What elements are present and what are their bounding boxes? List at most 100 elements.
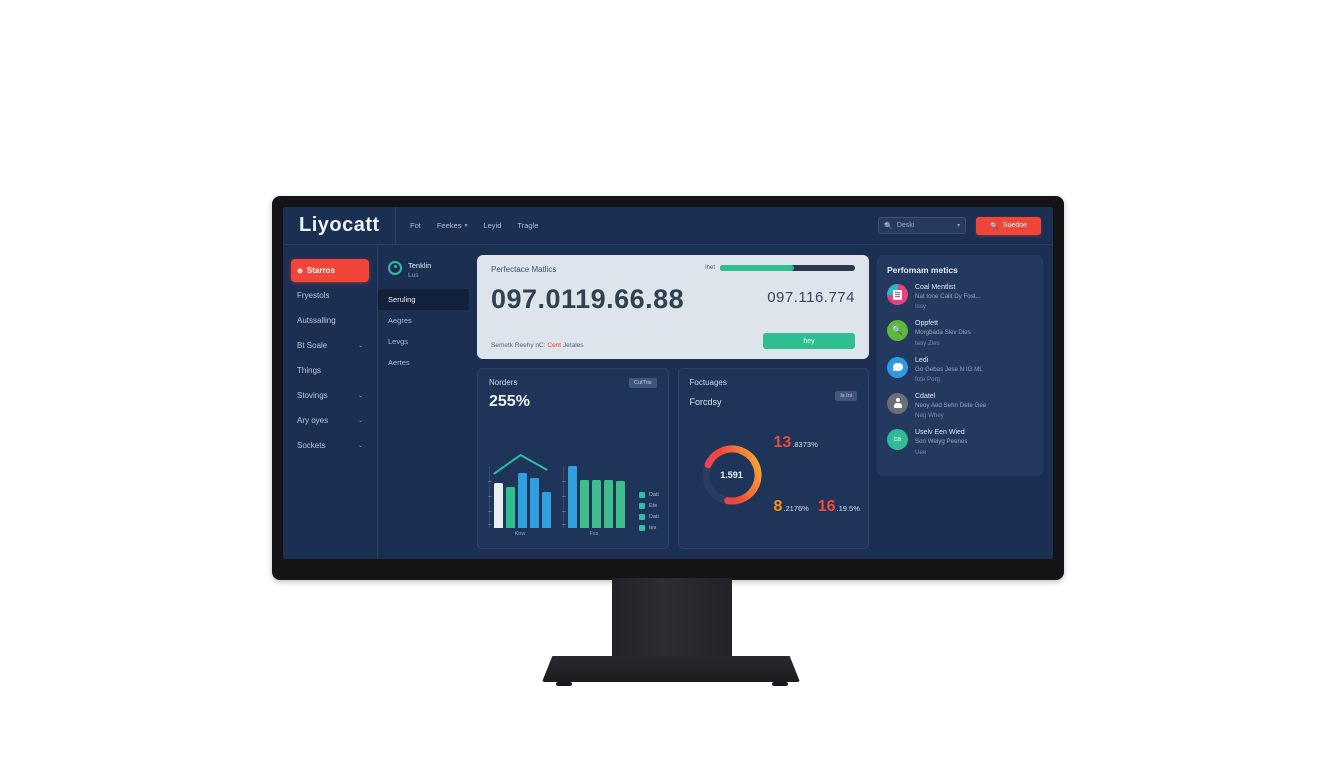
donut-chart-card: Foctuages Forcdsy Is Ini [677, 368, 869, 549]
axis-tick [488, 496, 492, 497]
person-icon [887, 393, 908, 415]
sidebar-item-label: Ary oyes [297, 416, 329, 425]
sidebar-item-label: Things [297, 366, 322, 375]
metrics-action-button[interactable]: hey [763, 333, 855, 349]
legend-swatch [639, 514, 645, 520]
donut-chart-header: Foctuages [690, 378, 858, 387]
search-value: Deski [896, 222, 915, 229]
activity-item[interactable]: ca Uselv Een Wied Son Welyg Peenes Uee [887, 429, 1033, 456]
sidebar-item-label: Sockets [297, 441, 326, 450]
trend-line [493, 453, 548, 475]
sub-sidebar-item-aertes[interactable]: Aertes [388, 358, 410, 367]
footnote-prefix: Semetk Reehy nC: [491, 342, 546, 349]
monitor-stand-neck [612, 578, 732, 660]
bar-chart-badge[interactable]: CutTris [628, 378, 657, 388]
chevron-down-icon: ⌄ [357, 393, 363, 399]
top-nav: Fot Feekes ▾ Leyid Tragle [395, 207, 538, 244]
activity-item-line1: Go Gebas Jese N IG ML [915, 365, 983, 373]
progress-label: Ihet [705, 265, 716, 271]
bar[interactable] [616, 481, 625, 528]
bar[interactable] [506, 487, 515, 528]
dot-icon: ⊕ [297, 267, 303, 275]
donut-chart-subtitle: Forcdsy [689, 397, 722, 407]
gauge-icon [388, 261, 402, 275]
sidebar-item-sockets[interactable]: Sockets ⌄ [291, 434, 369, 457]
sidebar-item-label: Autssalling [297, 316, 336, 325]
sidebar-item-ary-oyes[interactable]: Ary oyes ⌄ [291, 409, 369, 432]
sub-sidebar-item-seruling[interactable]: Seruling [378, 289, 469, 310]
activity-item-line2: tesy Zies [915, 339, 940, 347]
sub-sidebar-header: Tenklin Lus [378, 257, 469, 289]
primary-action-button[interactable]: 🔍 Suedoe [976, 216, 1041, 235]
axis-tick [562, 481, 566, 482]
legend-item: Dati [639, 514, 659, 520]
top-nav-item-label: Fot [410, 221, 421, 230]
stat-suffix: .2176% [783, 504, 809, 513]
donut-chart-badge[interactable]: Is Ini [835, 391, 857, 401]
bar-plot [562, 466, 625, 528]
bar[interactable] [542, 492, 551, 528]
badge-icon: ca [887, 429, 908, 451]
top-nav-item[interactable]: Leyid [483, 221, 501, 230]
activity-item-text: Oppfett Morgbada Slev Dies tesy Zies [915, 320, 971, 346]
sidebar-item-bt-soale[interactable]: Bt Soale ⌄ [291, 334, 369, 357]
sub-sidebar-item-aegres[interactable]: Aegres [388, 316, 412, 325]
sidebar-item-fryestols[interactable]: Fryestols [291, 284, 369, 307]
sidebar-item-autssalling[interactable]: Autssalling [291, 309, 369, 332]
legend-label: Dati [649, 492, 659, 498]
legend-item: Ete [639, 503, 659, 509]
activity-item-title: Ledi [915, 356, 929, 364]
activity-item[interactable]: Ledi Go Gebas Jese N IG ML fote Porg [887, 356, 1033, 384]
activity-panel: Perfomam metics Coal Mentlist Nat tone Ca… [877, 255, 1043, 476]
search-icon: 🔍 [990, 222, 999, 230]
donut-wrap: 1.591 13.8373% 8.2176% 16.19.5% [690, 411, 860, 539]
top-nav-item[interactable]: Feekes ▾ [437, 221, 468, 230]
sidebar-item-label: Bt Soale [297, 341, 328, 350]
activity-item-line2: fote Porg [915, 376, 941, 384]
bar[interactable] [568, 466, 577, 528]
donut-stats: 13.8373% 8.2176% 16.19.5% [774, 411, 860, 539]
axis-tick [562, 524, 566, 525]
chevron-down-icon: ⌄ [357, 343, 363, 349]
sub-sidebar-item-levgs[interactable]: Levgs [388, 337, 409, 346]
top-nav-item-label: Feekes [436, 221, 462, 230]
bar[interactable] [530, 478, 539, 528]
bar[interactable] [494, 483, 503, 528]
donut-center-value: 1.591 [720, 470, 743, 480]
activity-item[interactable]: Coal Mentlist Nat tone Calit Dy Fost... Is… [887, 284, 1033, 310]
chevron-down-icon: ⌄ [357, 418, 363, 424]
activity-item[interactable]: 🔍 Oppfett Morgbada Slev Dies tesy Zies [887, 320, 1033, 347]
bird-icon [887, 356, 908, 378]
bar[interactable] [592, 480, 601, 528]
sub-sidebar-title: Tenklin [408, 261, 432, 270]
activity-item-text: Cdatel Neoy Aed Sehn Dete Gee Neg Whey [915, 393, 986, 419]
body: ⊕ Starros Fryestols Autssalling Bt Soale ⌄ Thi… [283, 245, 1053, 559]
dashboard-screen: Liyocatt Fot Feekes ▾ Leyid Tragle 🔍 Deski ▾… [283, 207, 1053, 559]
cta-label: Suedoe [1002, 222, 1027, 229]
bar[interactable] [518, 473, 527, 528]
sidebar-item-stovings[interactable]: Stovings ⌄ [291, 384, 369, 407]
legend-swatch [639, 525, 645, 531]
donut-stat: 16.19.5% [818, 498, 860, 516]
activity-item[interactable]: Cdatel Neoy Aed Sehn Dete Gee Neg Whey [887, 393, 1033, 419]
sidebar-item-starros[interactable]: ⊕ Starros [291, 259, 369, 282]
donut-chart-title: Foctuages [689, 378, 727, 387]
bar-chart-plot: Kow Fss Dati Ete Dati tes [488, 453, 659, 539]
app-logo: Liyocatt [299, 214, 380, 236]
legend-item: tes [639, 525, 659, 531]
legend-label: Dati [649, 514, 659, 520]
stat-value: 8 [773, 498, 783, 515]
legend-label: tes [649, 525, 657, 531]
search-input[interactable]: 🔍 Deski ▾ [878, 217, 967, 234]
bar[interactable] [604, 480, 613, 528]
bar[interactable] [580, 480, 589, 528]
metrics-card-left: Perfectace Matlics 097.0119.66.88 Semetk… [491, 265, 705, 349]
top-nav-item[interactable]: Tragle [517, 221, 538, 230]
sidebar-item-things[interactable]: Things [291, 359, 369, 382]
top-nav-item[interactable]: Fot [410, 221, 421, 230]
stat-suffix: .8373% [792, 440, 818, 449]
header-right: 🔍 Deski ▾ 🔍 Suedoe [878, 216, 1041, 235]
stat-value: 16 [817, 498, 836, 515]
metrics-secondary-value: 097.116.774 [767, 289, 855, 306]
search-icon: 🔍 [887, 320, 908, 342]
